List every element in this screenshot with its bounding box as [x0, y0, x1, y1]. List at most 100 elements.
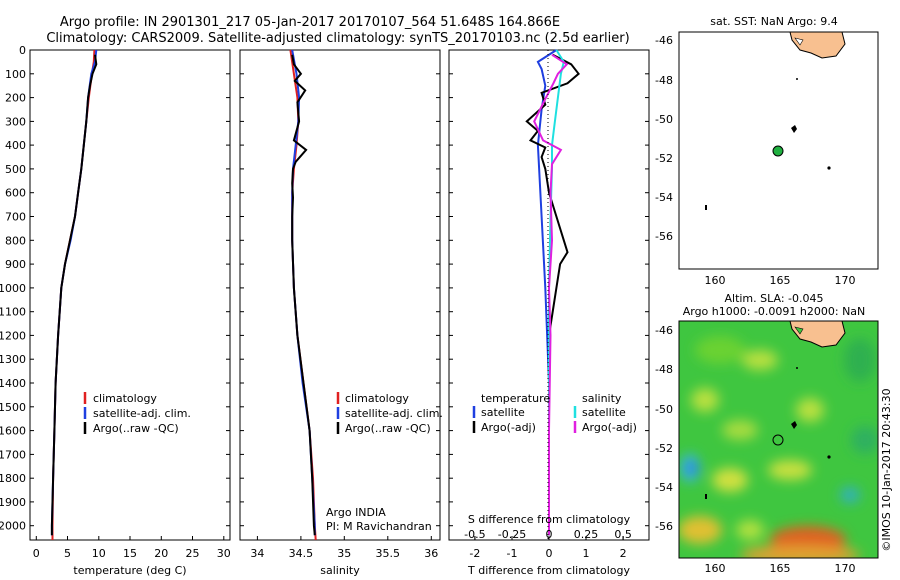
diff-t-xtick: -1 — [507, 547, 518, 560]
temperature-xtick: 5 — [64, 547, 71, 560]
depth-tick-label: 1600 — [0, 425, 26, 438]
salinity-xtick: 34 — [250, 547, 264, 560]
x-ticks: 0 5 10 15 20 25 30 34 34.5 35 35.5 36 -2 -1 0 1 2 -0.5 -0.… — [33, 528, 632, 560]
sla-map-axes: -46 -48 -50 -52 -54 -56 160 165 170 — [655, 324, 855, 575]
diff-s-xtick: 0.5 — [614, 528, 632, 541]
sla-map-island — [791, 421, 797, 429]
sla-map-coast-detail — [794, 326, 804, 335]
temperature-xtick: 25 — [186, 547, 200, 560]
salinity-series — [289, 49, 317, 541]
depth-axis: 0 100 200 300 400 500 600 700 800 900 1000 1100 1200… — [0, 44, 649, 533]
salinity-xlabel: salinity — [320, 564, 360, 577]
salinity-legend: climatology satellite-adj. clim. Argo(..… — [336, 392, 443, 435]
diff-s-xtick: -0.5 — [464, 528, 485, 541]
salinity-panel — [239, 49, 441, 541]
depth-tick-label: 500 — [5, 163, 26, 176]
sst-xtick: 170 — [835, 274, 856, 287]
sla-ytick: -48 — [655, 363, 673, 376]
sla-map-land — [789, 320, 846, 348]
temperature-line-satellite — [50, 49, 98, 536]
sst-map-land — [789, 31, 846, 59]
diff-t-xtick: 2 — [620, 547, 627, 560]
temperature-xlabel: temperature (deg C) — [73, 564, 186, 577]
depth-tick-label: 1900 — [0, 496, 26, 509]
sst-map-island — [705, 205, 707, 210]
depth-tick-label: 700 — [5, 211, 26, 224]
depth-tick-label: 800 — [5, 234, 26, 247]
diff-line-s-argo — [533, 53, 569, 536]
diff-s-xtick: 0.25 — [574, 528, 599, 541]
difference-top-label: S difference from climatology — [468, 513, 631, 526]
sst-map-island — [796, 78, 798, 80]
sla-map-float-marker — [772, 434, 784, 446]
temperature-xtick: 15 — [123, 547, 137, 560]
sla-xtick: 160 — [705, 562, 726, 575]
diff-t-xtick: -2 — [469, 547, 480, 560]
sla-ytick: -56 — [655, 520, 673, 533]
temperature-line-climatology — [51, 49, 96, 540]
depth-tick-label: 1000 — [0, 282, 26, 295]
sst-map-axes: -46 -48 -50 -52 -54 -56 160 165 170 — [655, 34, 855, 287]
legend-label-climatology: climatology — [93, 392, 157, 405]
diff-line-t-argo — [525, 53, 580, 536]
legend-label-argo: Argo(..raw -QC) — [345, 422, 431, 435]
credit-stamp: ©IMOS 10-Jan-2017 20:43:30 — [880, 388, 893, 551]
sst-map-island — [827, 166, 831, 170]
legend-label-t-argo: Argo(-adj) — [481, 421, 536, 434]
temperature-xtick: 20 — [154, 547, 168, 560]
depth-tick-label: 1700 — [0, 448, 26, 461]
temperature-xtick: 30 — [217, 547, 231, 560]
salinity-line-argo — [291, 54, 316, 536]
diff-s-xtick: -0.25 — [498, 528, 526, 541]
difference-series — [525, 49, 580, 536]
diff-line-t-satellite — [536, 49, 557, 536]
depth-tick-label: 300 — [5, 115, 26, 128]
sst-ytick: -56 — [655, 230, 673, 243]
legend-label-s-argo: Argo(-adj) — [582, 421, 637, 434]
sla-ytick: -54 — [655, 481, 673, 494]
sst-map-coast-detail — [794, 37, 804, 46]
temperature-legend: climatology satellite-adj. clim. Argo(..… — [83, 392, 191, 435]
figure-title-line2: Climatology: CARS2009. Satellite-adjuste… — [46, 31, 629, 46]
diff-t-xtick: 0 — [546, 547, 553, 560]
sla-field — [679, 321, 878, 558]
sla-ytick: -52 — [655, 442, 673, 455]
diff-s-xtick: 0 — [546, 528, 553, 541]
sst-ytick: -46 — [655, 34, 673, 47]
sla-ytick: -46 — [655, 324, 673, 337]
figure-title-line1: Argo profile: IN 2901301_217 05-Jan-2017… — [60, 15, 560, 30]
legend-label-argo: Argo(..raw -QC) — [93, 422, 179, 435]
depth-tick-label: 1800 — [0, 472, 26, 485]
depth-tick-label: 400 — [5, 139, 26, 152]
depth-tick-label: 1400 — [0, 377, 26, 390]
sla-map-title-line2: Argo h1000: -0.0091 h2000: NaN — [683, 305, 866, 318]
depth-tick-label: 200 — [5, 92, 26, 105]
difference-xlabel: T difference from climatology — [467, 564, 630, 577]
sla-xtick: 165 — [770, 562, 791, 575]
temperature-series — [50, 49, 98, 540]
salinity-xtick: 35.5 — [376, 547, 401, 560]
depth-tick-label: 600 — [5, 187, 26, 200]
salinity-xtick: 35 — [337, 547, 351, 560]
legend-title-salinity: salinity — [582, 392, 622, 405]
sst-ytick: -54 — [655, 191, 673, 204]
legend-title-temperature: temperature — [481, 392, 550, 405]
salinity-xtick: 36 — [424, 547, 438, 560]
sla-map-island — [827, 455, 831, 459]
temperature-line-argo — [50, 54, 98, 536]
depth-tick-label: 1200 — [0, 329, 26, 342]
sla-map-title-line1: Altim. SLA: -0.045 — [724, 292, 823, 305]
legend-label-satellite: satellite-adj. clim. — [345, 407, 443, 420]
temperature-xtick: 10 — [92, 547, 106, 560]
sla-xtick: 170 — [835, 562, 856, 575]
sst-map-float-marker — [772, 145, 784, 157]
sst-ytick: -50 — [655, 113, 673, 126]
sst-map-island — [791, 125, 797, 133]
sst-ytick: -48 — [655, 74, 673, 87]
salinity-xtick: 34.5 — [289, 547, 314, 560]
depth-tick-label: 1500 — [0, 401, 26, 414]
sst-xtick: 165 — [770, 274, 791, 287]
depth-tick-label: 900 — [5, 258, 26, 271]
depth-tick-label: 1100 — [0, 306, 26, 319]
sla-map-island — [705, 494, 707, 499]
